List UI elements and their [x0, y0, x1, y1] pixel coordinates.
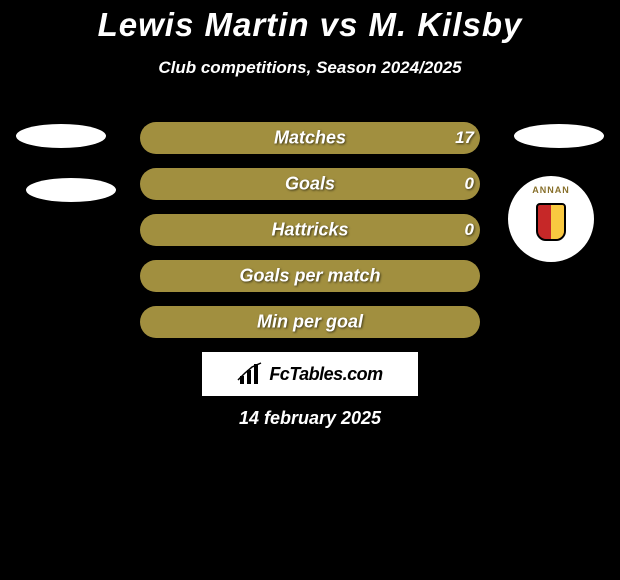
stat-label: Hattricks	[271, 220, 348, 241]
stat-right-value: 0	[465, 174, 474, 194]
stat-row: Goals per match	[0, 260, 620, 292]
stat-label: Matches	[274, 128, 346, 149]
stat-row: Matches 17	[0, 122, 620, 154]
stat-label: Goals	[285, 174, 335, 195]
stat-right-value: 17	[455, 128, 474, 148]
stat-row: Hattricks 0	[0, 214, 620, 246]
stat-row: Goals 0	[0, 168, 620, 200]
comparison-chart: Matches 17 Goals 0 Hattricks 0 Goals per match…	[0, 122, 620, 352]
stat-label: Min per goal	[257, 312, 363, 333]
bar-chart-icon	[237, 362, 265, 386]
bar-right	[310, 168, 480, 200]
stat-label: Goals per match	[239, 266, 380, 287]
generation-date: 14 february 2025	[239, 408, 381, 429]
fctables-logo: FcTables.com	[202, 352, 418, 396]
logo-text: FcTables.com	[269, 364, 382, 385]
page-title: Lewis Martin vs M. Kilsby	[0, 0, 620, 44]
stat-right-value: 0	[465, 220, 474, 240]
stat-row: Min per goal	[0, 306, 620, 338]
subtitle: Club competitions, Season 2024/2025	[0, 58, 620, 78]
